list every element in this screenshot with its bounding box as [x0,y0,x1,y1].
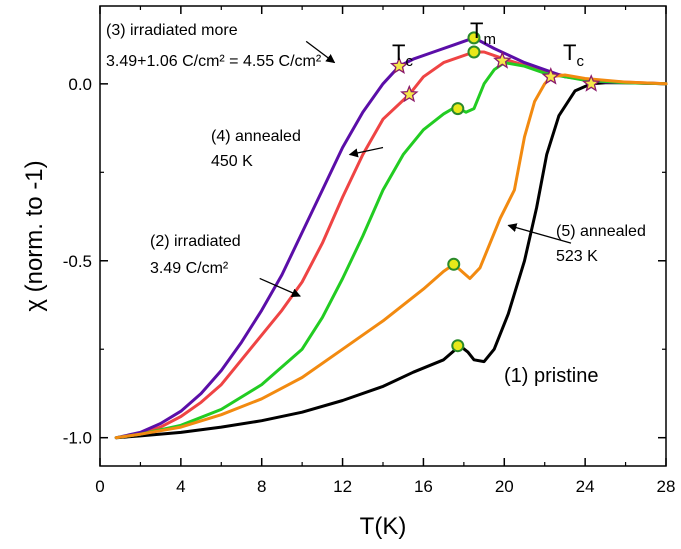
tm-circle-marker [451,339,465,353]
y-tick-label: -0.5 [63,252,92,271]
annotation-arrow [259,277,301,298]
annotation-arrow [305,40,336,64]
series-line-1 [114,81,668,440]
y-tick-label: -1.0 [63,429,92,448]
annotation-irradiated-more: (3) irradiated more [106,22,238,39]
tc-star-marker [493,51,512,69]
annotation-annealed-450: (4) annealed [211,128,301,145]
axis-ticks: 0 4 8 12 16 20 24 28 -1.0 -0.5 0.0 [63,6,676,496]
series-line-3 [114,36,668,440]
x-tick-label: 0 [95,477,104,496]
tm-circle-marker [451,102,465,116]
tc-star-marker [581,74,601,92]
label-tc-right: Tc [563,40,584,70]
annotation-irradiated: (2) irradiated [150,233,241,250]
x-tick-label: 20 [495,477,514,496]
tm-circle-marker [467,31,481,45]
x-tick-label: 28 [657,477,676,496]
annotation-annealed-523: (5) annealed [556,223,646,240]
y-tick-label: 0.0 [68,75,92,94]
markers-layer [389,31,601,353]
label-tc-left: Tc [392,40,413,70]
annotation-pristine: (1) pristine [504,365,598,387]
annotation-annealed-523-temp: 523 K [556,248,598,265]
tc-star-marker [389,56,409,75]
label-tm: Tm [470,18,496,48]
y-axis-title: χ (norm. to -1) [21,160,48,311]
x-tick-label: 8 [257,477,266,496]
tc-star-marker [541,67,561,85]
x-tick-label: 16 [414,477,433,496]
annotation-irradiated-more-dose: 3.49+1.06 C/cm² = 4.55 C/cm² [106,53,322,70]
series-line-2 [114,50,668,440]
series-line-4 [114,61,668,440]
annotation-irradiated-dose: 3.49 C/cm² [150,260,229,277]
x-tick-label: 12 [333,477,352,496]
tm-circle-marker [467,45,481,59]
x-axis-title: T(K) [360,513,407,540]
tm-circle-marker [447,257,461,271]
annotation-arrow [348,146,384,158]
annotation-arrows [259,40,572,298]
x-tick-label: 24 [576,477,595,496]
tc-star-marker [400,84,419,103]
annotation-annealed-450-temp: 450 K [211,153,253,170]
annotation-arrow [507,223,572,244]
x-tick-label: 4 [176,477,185,496]
